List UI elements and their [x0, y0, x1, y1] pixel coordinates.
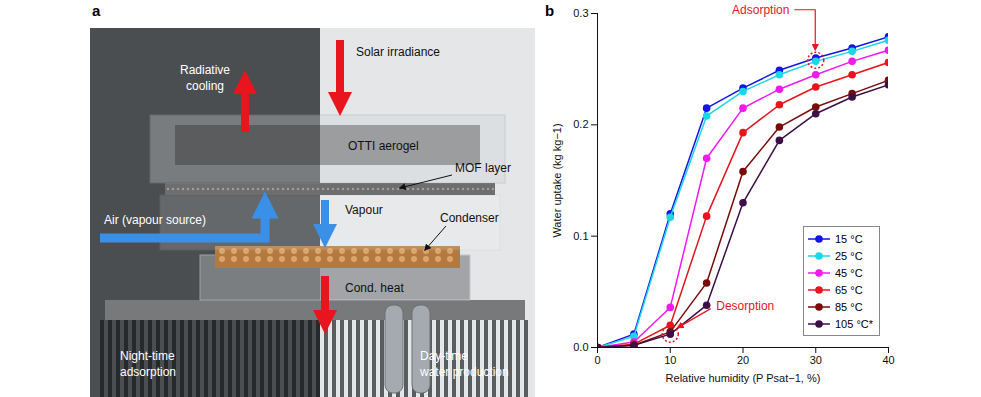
svg-text:0.0: 0.0 — [573, 341, 588, 353]
html-text:15 °C: 15 °C — [835, 232, 863, 245]
svg-text:MOF layer: MOF layer — [455, 161, 511, 175]
svg-text:0: 0 — [594, 354, 600, 366]
svg-text:cooling: cooling — [186, 79, 224, 93]
svg-text:10: 10 — [664, 354, 676, 366]
svg-text:Water uptake (kg kg−1): Water uptake (kg kg−1) — [551, 123, 563, 237]
svg-text:0.2: 0.2 — [573, 118, 588, 130]
svg-text:Desorption: Desorption — [716, 299, 774, 313]
svg-text:30: 30 — [810, 354, 822, 366]
svg-text:water production: water production — [419, 365, 509, 379]
svg-text:Day-time: Day-time — [420, 349, 468, 363]
svg-text:Air (vapour source): Air (vapour source) — [104, 213, 206, 227]
svg-text:OTTI aerogel: OTTI aerogel — [348, 139, 419, 153]
html-text:45 °C: 45 °C — [835, 266, 863, 279]
html-text:85 °C: 85 °C — [835, 300, 863, 313]
html-text:105 °C*: 105 °C* — [835, 317, 873, 330]
svg-text:a: a — [92, 2, 101, 19]
svg-text:0.3: 0.3 — [573, 7, 588, 19]
svg-text:20: 20 — [737, 354, 749, 366]
svg-text:adsorption: adsorption — [120, 365, 176, 379]
svg-text:Vapour: Vapour — [345, 203, 383, 217]
svg-text:Radiative: Radiative — [180, 63, 230, 77]
html-text:25 °C: 25 °C — [835, 249, 863, 262]
svg-text:Solar irradiance: Solar irradiance — [356, 45, 440, 59]
svg-text:40: 40 — [882, 354, 894, 366]
svg-text:Cond. heat: Cond. heat — [345, 281, 404, 295]
html-text:b: b — [545, 2, 555, 19]
html-text:65 °C: 65 °C — [835, 283, 863, 296]
svg-text:0.1: 0.1 — [573, 230, 588, 242]
svg-text:Relative humidity (P Psat−1, %: Relative humidity (P Psat−1, %) — [666, 372, 821, 384]
svg-text:Adsorption: Adsorption — [732, 3, 789, 17]
svg-text:Night-time: Night-time — [120, 349, 175, 363]
svg-text:Condenser: Condenser — [440, 211, 499, 225]
